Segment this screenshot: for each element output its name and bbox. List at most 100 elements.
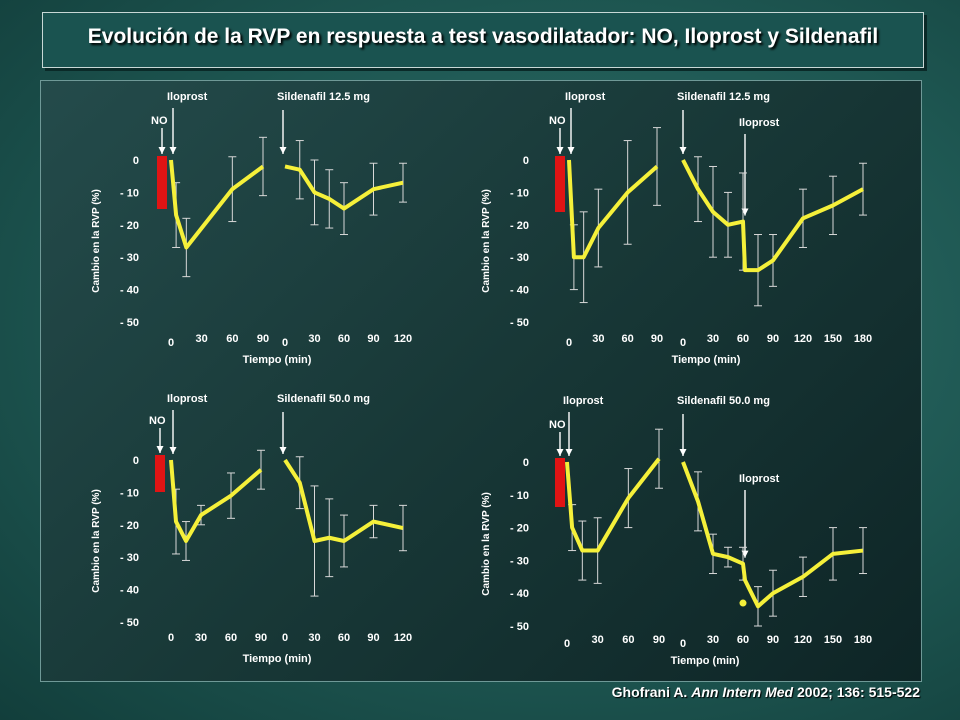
- x-tick-label: 180: [854, 634, 872, 646]
- sildenafil-arrow-head: [679, 449, 687, 456]
- y-tick-label: - 30: [510, 555, 529, 567]
- x-tick-label: 0: [566, 337, 572, 349]
- no-bar: [555, 458, 565, 507]
- x-tick-label: 90: [257, 333, 269, 345]
- x-axis-label: Tiempo (min): [243, 653, 312, 665]
- no-bar: [155, 455, 165, 492]
- y-tick-label: - 50: [120, 317, 139, 329]
- iloprost-2-label: Iloprost: [739, 117, 780, 129]
- sildenafil-arrow-head: [679, 147, 687, 154]
- x-tick-label: 150: [824, 333, 842, 345]
- citation-details: 2002; 136: 515-522: [797, 684, 920, 700]
- x-tick-label: 0: [282, 632, 288, 644]
- y-tick-label: - 40: [510, 285, 529, 297]
- x-tick-label: 60: [226, 333, 238, 345]
- citation-journal: Ann Intern Med: [691, 684, 794, 700]
- y-tick-label: - 10: [120, 487, 139, 499]
- y-tick-label: - 40: [120, 285, 139, 297]
- sildenafil-label: Sildenafil 50.0 mg: [277, 393, 370, 405]
- x-tick-label: 120: [794, 333, 812, 345]
- charts-panel: [40, 80, 922, 682]
- x-tick-label: 60: [622, 634, 634, 646]
- sildenafil-label: Sildenafil 12.5 mg: [277, 91, 370, 103]
- y-tick-label: - 50: [510, 317, 529, 329]
- x-tick-label: 0: [282, 337, 288, 349]
- x-tick-label: 90: [367, 333, 379, 345]
- no-arrow-head: [156, 446, 164, 453]
- x-tick-label: 60: [338, 333, 350, 345]
- y-tick-label: 0: [523, 457, 529, 469]
- x-tick-label: 30: [308, 333, 320, 345]
- x-tick-label: 0: [680, 638, 686, 650]
- slide-title: Evolución de la RVP en respuesta a test …: [87, 25, 879, 48]
- x-tick-label: 0: [168, 632, 174, 644]
- y-tick-label: - 30: [120, 252, 139, 264]
- x-tick-label: 90: [367, 632, 379, 644]
- x-tick-label: 0: [680, 337, 686, 349]
- y-tick-label: - 10: [510, 490, 529, 502]
- y-tick-label: - 20: [510, 220, 529, 232]
- segment1-line: [567, 159, 659, 260]
- no-arrow-head: [556, 147, 564, 154]
- segment1-line: [169, 459, 263, 543]
- x-tick-label: 60: [225, 632, 237, 644]
- y-axis-label: Cambio en la RVP (%): [91, 489, 102, 593]
- x-tick-label: 90: [653, 634, 665, 646]
- no-bar: [157, 156, 167, 209]
- citation-author: Ghofrani A.: [611, 684, 688, 700]
- x-tick-label: 90: [651, 333, 663, 345]
- x-tick-label: 60: [737, 634, 749, 646]
- x-tick-label: 30: [592, 333, 604, 345]
- sildenafil-arrow-head: [279, 147, 287, 154]
- iloprost-label: Iloprost: [167, 393, 208, 405]
- segment1-line: [169, 159, 265, 250]
- y-tick-label: - 10: [120, 187, 139, 199]
- sildenafil-label: Sildenafil 12.5 mg: [677, 91, 770, 103]
- title-box: Evolución de la RVP en respuesta a test …: [42, 12, 924, 68]
- y-tick-label: - 30: [120, 552, 139, 564]
- x-tick-label: 30: [707, 634, 719, 646]
- x-tick-label: 90: [767, 634, 779, 646]
- x-tick-label: 60: [338, 632, 350, 644]
- y-tick-label: - 50: [120, 617, 139, 629]
- x-tick-label: 90: [767, 333, 779, 345]
- y-axis-label: Cambio en la RVP (%): [481, 189, 492, 293]
- y-tick-label: - 50: [510, 621, 529, 633]
- segment1-line: [565, 457, 661, 553]
- y-tick-label: - 10: [510, 187, 529, 199]
- x-axis-label: Tiempo (min): [672, 354, 741, 366]
- y-tick-label: 0: [523, 155, 529, 167]
- citation: Ghofrani A. Ann Intern Med 2002; 136: 51…: [612, 684, 920, 700]
- x-tick-label: 60: [622, 333, 634, 345]
- y-tick-label: - 20: [510, 523, 529, 535]
- no-label: NO: [149, 415, 166, 427]
- x-tick-label: 30: [707, 333, 719, 345]
- x-tick-label: 0: [564, 638, 570, 650]
- iloprost-label: Iloprost: [563, 395, 604, 407]
- no-bar: [555, 156, 565, 212]
- no-label: NO: [151, 115, 168, 127]
- y-tick-label: - 40: [120, 585, 139, 597]
- y-axis-label: Cambio en la RVP (%): [481, 492, 492, 596]
- x-tick-label: 0: [168, 337, 174, 349]
- x-tick-label: 30: [195, 632, 207, 644]
- iloprost-label: Iloprost: [167, 91, 208, 103]
- y-tick-label: 0: [133, 455, 139, 467]
- x-tick-label: 150: [824, 634, 842, 646]
- x-tick-label: 180: [854, 333, 872, 345]
- no-label: NO: [549, 419, 566, 431]
- iloprost-arrow-head: [169, 147, 177, 154]
- no-label: NO: [549, 115, 566, 127]
- x-tick-label: 30: [196, 333, 208, 345]
- x-tick-label: 120: [394, 333, 412, 345]
- iloprost-label: Iloprost: [565, 91, 606, 103]
- x-axis-label: Tiempo (min): [671, 655, 740, 667]
- x-tick-label: 30: [308, 632, 320, 644]
- y-tick-label: - 40: [510, 588, 529, 600]
- iloprost-arrow-head: [565, 449, 573, 456]
- x-tick-label: 60: [737, 333, 749, 345]
- no-arrow-head: [158, 147, 166, 154]
- segment2-dot: [739, 599, 747, 607]
- y-axis-label: Cambio en la RVP (%): [91, 189, 102, 293]
